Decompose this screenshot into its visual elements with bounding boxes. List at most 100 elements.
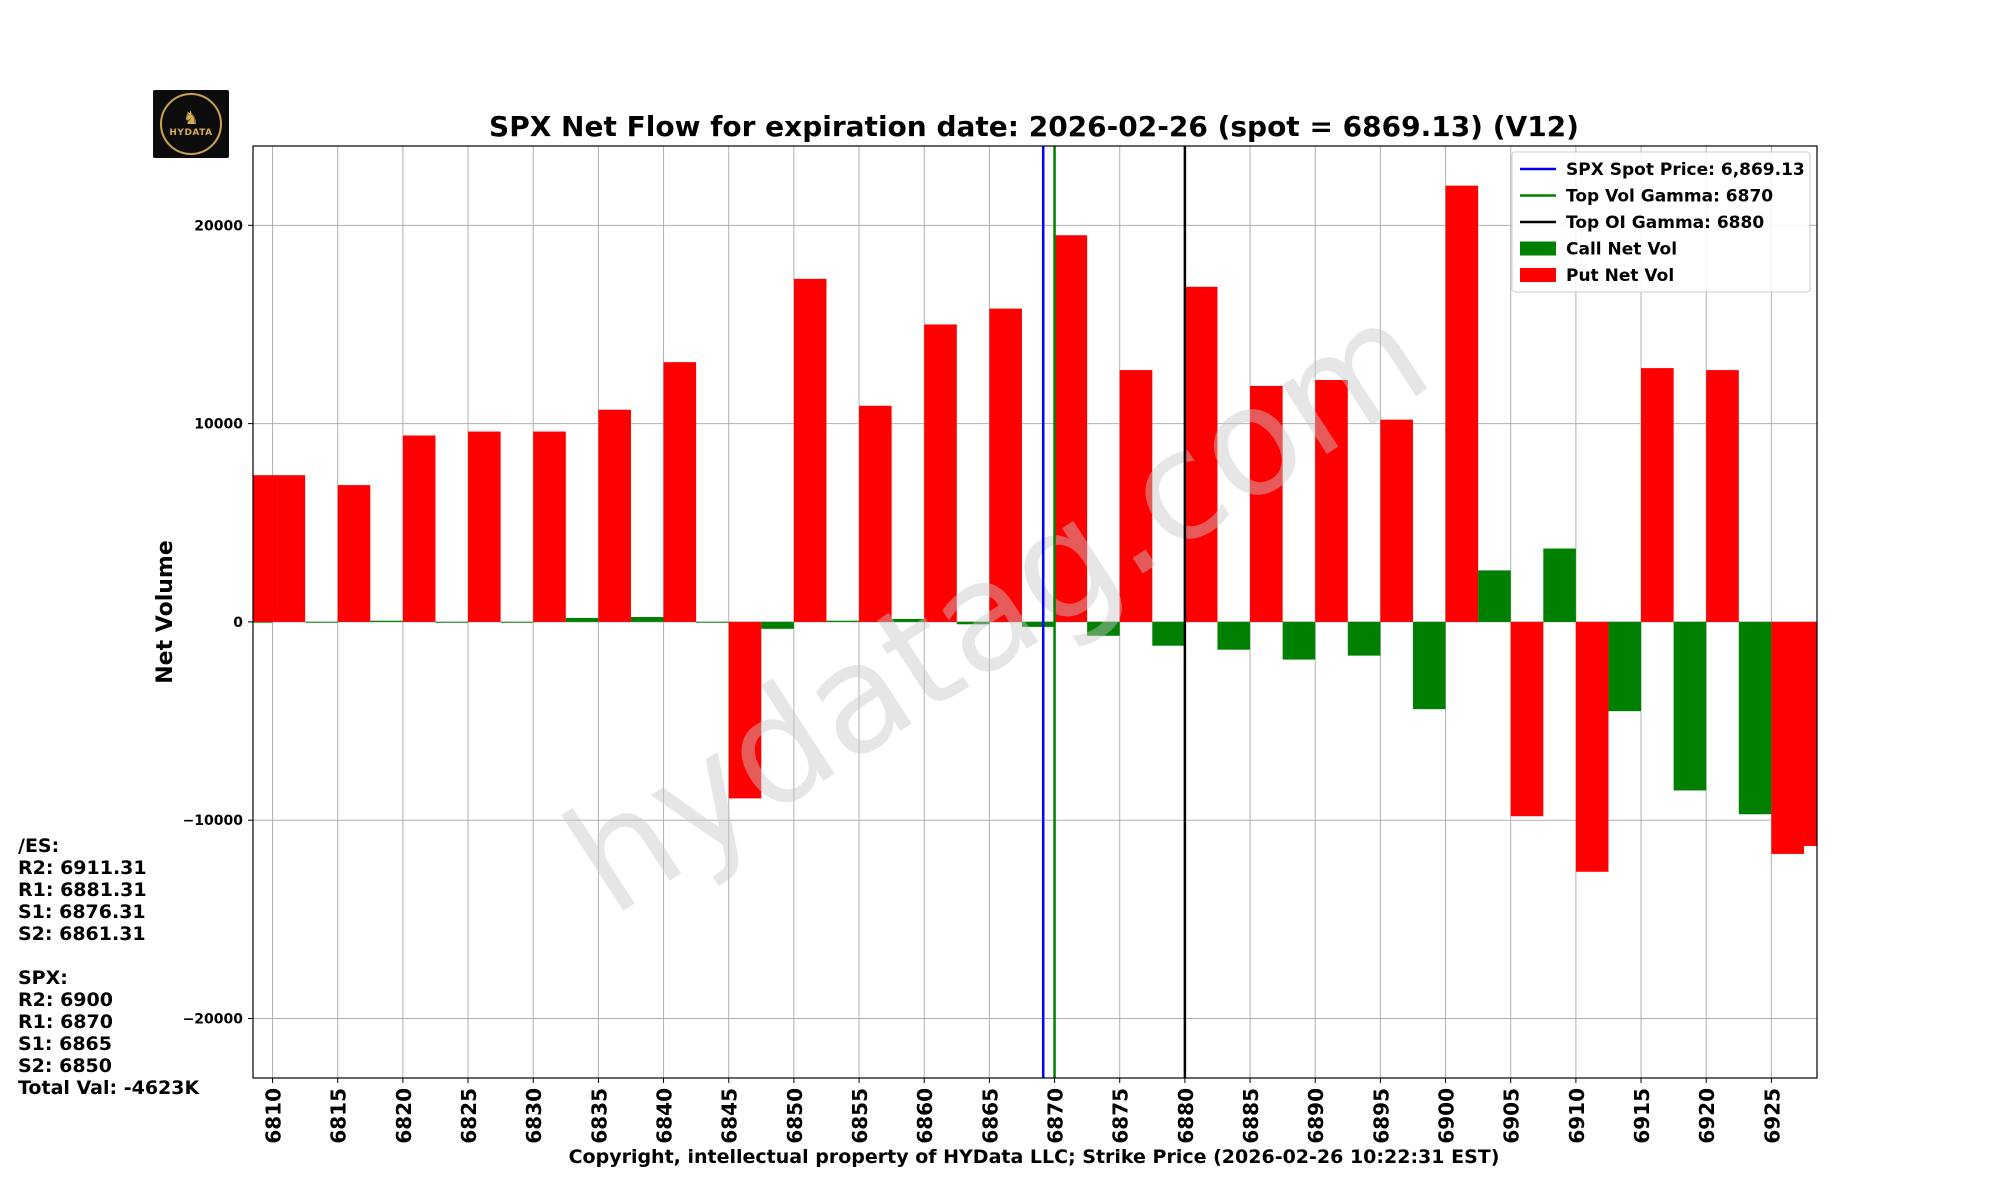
x-axis: 6810 6815 6820 6825 6830 6835 6840 6845 6850 6855… [262, 1078, 1784, 1144]
call-bar [1478, 570, 1511, 622]
es-r2: R2: 6911.31 [18, 857, 147, 879]
spx-r2: R2: 6900 [18, 989, 113, 1011]
y-tick-label: −20000 [183, 1012, 244, 1028]
put-bar [859, 405, 892, 622]
call-bar [435, 621, 469, 623]
x-tick-label: 6855 [848, 1088, 872, 1144]
call-bar [253, 621, 273, 623]
y-tick-label: −10000 [183, 813, 244, 829]
es-r1: R1: 6881.31 [18, 879, 147, 901]
total-val: Total Val: -4623K [18, 1077, 200, 1099]
put-bar [468, 431, 501, 622]
x-tick-label: 6875 [1109, 1088, 1133, 1144]
put-bar [598, 409, 631, 622]
x-tick-label: 6870 [1044, 1088, 1068, 1144]
legend-patch-swatch [1520, 241, 1556, 256]
call-bar [1217, 621, 1251, 650]
es-header: /ES: [18, 835, 60, 857]
x-tick-label: 6910 [1565, 1088, 1589, 1144]
spx-header: SPX: [18, 967, 68, 989]
put-bar [663, 362, 697, 622]
x-tick-label: 6900 [1435, 1088, 1459, 1144]
y-axis: −20000 −10000 0 10000 20000 [183, 218, 253, 1028]
x-tick-label: 6865 [978, 1088, 1002, 1144]
bars [253, 185, 1817, 872]
put-bar [1184, 286, 1218, 622]
reference-lines [1041, 146, 1187, 1078]
legend-patch-swatch [1520, 268, 1556, 282]
es-s1: S1: 6876.31 [18, 901, 146, 923]
put-bar [402, 435, 436, 622]
put-bar [1641, 368, 1674, 622]
call-bar [826, 620, 860, 622]
logo-text: HYDATA [169, 128, 213, 138]
y-axis-label: Net Volume [153, 540, 178, 684]
call-bar [1673, 621, 1707, 791]
x-tick-label: 6815 [327, 1088, 351, 1144]
x-tick-label: 6925 [1760, 1088, 1784, 1144]
call-bar [1543, 548, 1576, 622]
x-tick-label: 6905 [1500, 1088, 1524, 1144]
call-bar [1412, 621, 1446, 710]
legend: SPX Spot Price: 6,869.13 Top Vol Gamma: 6… [1511, 151, 1811, 293]
x-tick-label: 6820 [392, 1088, 416, 1144]
legend-box [1511, 151, 1811, 293]
y-tick-label: 10000 [194, 417, 243, 433]
x-tick-label: 6810 [262, 1088, 286, 1144]
put-bar [272, 475, 306, 622]
put-bar [924, 324, 957, 622]
x-tick-label: 6885 [1239, 1088, 1263, 1144]
x-tick-label: 6880 [1174, 1088, 1198, 1144]
call-bar [1087, 621, 1120, 636]
x-tick-label: 6840 [653, 1088, 677, 1144]
call-bar [761, 621, 794, 629]
call-bar [1021, 621, 1055, 627]
call-bar [565, 617, 599, 622]
legend-label: Put Net Vol [1566, 266, 1674, 286]
put-bar [253, 475, 273, 622]
put-bar [1575, 621, 1609, 872]
spx-s2: S2: 6850 [18, 1055, 112, 1077]
es-s2: S2: 6861.31 [18, 923, 146, 945]
legend-label: Call Net Vol [1566, 240, 1677, 260]
call-bar [1738, 621, 1772, 815]
call-bar [1608, 621, 1642, 712]
x-tick-label: 6895 [1369, 1088, 1393, 1144]
x-tick-label: 6845 [718, 1088, 742, 1144]
logo-ring: ♞ HYDATA [160, 93, 222, 155]
levels-panel: /ES: R2: 6911.31 R1: 6881.31 S1: 6876.31… [18, 835, 199, 1099]
spx-r1: R1: 6870 [18, 1011, 113, 1033]
horse-icon: ♞ [182, 108, 200, 129]
call-bar [500, 621, 534, 623]
x-axis-label: Copyright, intellectual property of HYDa… [569, 1146, 1500, 1168]
put-bar [1380, 419, 1413, 622]
call-bar [630, 616, 664, 622]
y-tick-label: 0 [233, 615, 243, 631]
legend-label: Top OI Gamma: 6880 [1566, 213, 1764, 233]
call-bar [696, 621, 729, 623]
x-tick-label: 6915 [1630, 1088, 1654, 1144]
call-bar [1347, 621, 1381, 656]
put-bar [1445, 185, 1479, 622]
put-bar [337, 485, 371, 622]
y-tick-label: 20000 [194, 218, 243, 234]
hydata-logo: ♞ HYDATA [153, 90, 229, 158]
put-bar [1771, 621, 1804, 854]
call-bar [370, 620, 403, 622]
x-tick-label: 6890 [1304, 1088, 1328, 1144]
x-tick-label: 6850 [783, 1088, 807, 1144]
call-bar [1282, 621, 1316, 660]
x-tick-label: 6860 [913, 1088, 937, 1144]
plot-frame [252, 145, 1818, 1079]
spx-s1: S1: 6865 [18, 1033, 112, 1055]
call-bar [305, 621, 338, 623]
call-bar [956, 621, 990, 625]
x-tick-label: 6835 [587, 1088, 611, 1144]
x-tick-label: 6830 [522, 1088, 546, 1144]
put-bar [1119, 370, 1153, 622]
put-bar [793, 278, 827, 622]
legend-label: SPX Spot Price: 6,869.13 [1566, 160, 1805, 180]
put-bar [1706, 370, 1739, 622]
put-bar [1250, 385, 1283, 622]
